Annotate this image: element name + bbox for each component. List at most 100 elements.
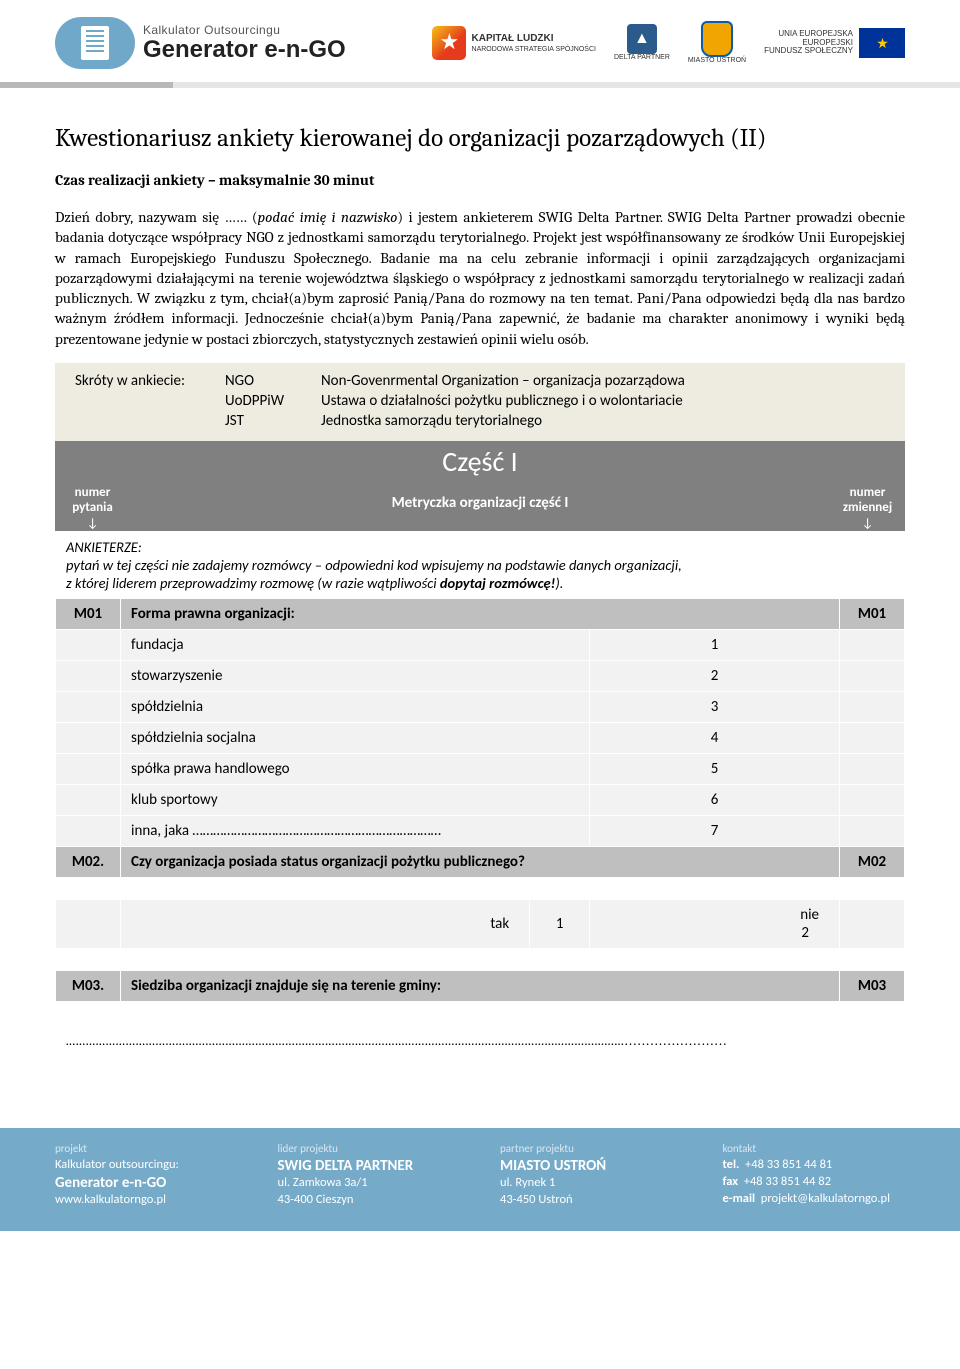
q1-opt4: spółka prawa handlowego bbox=[121, 753, 590, 784]
section-title: Metryczka organizacji część I bbox=[130, 490, 830, 516]
logo-subtitle: Kalkulator Outsourcingu bbox=[143, 24, 346, 37]
f2-l2: ul. Zamkowa 3a/1 bbox=[278, 1175, 461, 1192]
option-row: spółka prawa handlowego5 bbox=[56, 753, 905, 784]
abbrev-2-desc: Jednostka samorządu terytorialnego bbox=[321, 411, 685, 431]
q2-text: Czy organizacja posiada status organizac… bbox=[121, 846, 840, 877]
ustron-label: MIASTO USTROŃ bbox=[688, 57, 746, 65]
intro-paragraph: Dzień dobry, nazywam się …… (podać imię … bbox=[55, 207, 905, 349]
kl-sub: NARODOWA STRATEGIA SPÓJNOŚCI bbox=[472, 46, 596, 53]
abbreviations-box: Skróty w ankiecie: NGO Non-Govenrmental … bbox=[55, 363, 905, 441]
q1-opt5: klub sportowy bbox=[121, 784, 590, 815]
q3-id: M03. bbox=[56, 970, 121, 1001]
header-logo-bar: Kalkulator Outsourcingu Generator e-n-GO… bbox=[0, 0, 960, 76]
abbrev-1-abbr: UoDPPiW bbox=[225, 391, 321, 411]
option-row: klub sportowy6 bbox=[56, 784, 905, 815]
f4-label: kontakt bbox=[723, 1142, 906, 1155]
option-row: inna, jaka ………………………………………………………………7 bbox=[56, 815, 905, 846]
note-title: ANKIETERZE: bbox=[66, 538, 142, 556]
survey-table: ANKIETERZE: pytań w tej części nie zadaj… bbox=[55, 531, 905, 1082]
interviewer-note: ANKIETERZE: pytań w tej części nie zadaj… bbox=[56, 531, 905, 598]
partner-logos: ★ KAPITAŁ LUDZKI NARODOWA STRATEGIA SPÓJ… bbox=[432, 21, 905, 65]
note-end: ). bbox=[555, 574, 563, 592]
col-variable-number-label: numer zmiennej bbox=[830, 482, 905, 516]
option-row: spółdzielnia3 bbox=[56, 691, 905, 722]
q3-text: Siedziba organizacji znajduje się na ter… bbox=[121, 970, 840, 1001]
q1-opt6: inna, jaka ……………………………………………………………… bbox=[121, 815, 590, 846]
q1-var: M01 bbox=[840, 598, 905, 629]
eu-line3: FUNDUSZ SPOŁECZNY bbox=[764, 47, 853, 56]
q1-opt5-idx: 6 bbox=[590, 784, 840, 815]
col-question-number-label: numer pytania bbox=[55, 482, 130, 516]
question-row: M02. Czy organizacja posiada status orga… bbox=[56, 846, 905, 877]
cloud-document-icon bbox=[55, 17, 135, 69]
part-title: Część I bbox=[55, 441, 905, 482]
q2-yes: tak bbox=[121, 899, 530, 948]
arrow-row: ↓ ↓ bbox=[55, 516, 905, 531]
footer-col-project: projekt Kalkulator outsourcingu: Generat… bbox=[55, 1142, 238, 1209]
f3-l2: ul. Rynek 1 bbox=[500, 1175, 683, 1192]
q1-opt1: stowarzyszenie bbox=[121, 660, 590, 691]
f1-l3: www.kalkulatorngo.pl bbox=[55, 1192, 238, 1209]
q1-id: M01 bbox=[56, 598, 121, 629]
q2-yes-idx: 1 bbox=[530, 899, 590, 948]
f3-l3: 43-450 Ustroń bbox=[500, 1192, 683, 1209]
question-row: M03. Siedziba organizacji znajduje się n… bbox=[56, 970, 905, 1001]
footer-col-contact: kontakt tel. +48 33 851 44 81 fax +48 33… bbox=[723, 1142, 906, 1209]
q1-opt6-idx: 7 bbox=[590, 815, 840, 846]
abbrev-label: Skróty w ankiecie: bbox=[75, 371, 225, 391]
kl-title: KAPITAŁ LUDZKI bbox=[472, 33, 554, 44]
option-row: spółdzielnia socjalna4 bbox=[56, 722, 905, 753]
q1-opt0-idx: 1 bbox=[590, 629, 840, 660]
note-line2: z której liderem przeprowadzimy rozmowę … bbox=[66, 574, 440, 592]
q1-opt2: spółdzielnia bbox=[121, 691, 590, 722]
q2-var: M02 bbox=[840, 846, 905, 877]
logo-generator: Kalkulator Outsourcingu Generator e-n-GO bbox=[55, 17, 346, 69]
f2-l1: SWIG DELTA PARTNER bbox=[278, 1157, 461, 1175]
q1-opt1-idx: 2 bbox=[590, 660, 840, 691]
f1-l1: Kalkulator outsourcingu: bbox=[55, 1157, 238, 1174]
f2-label: lider projektu bbox=[278, 1142, 461, 1155]
footer: projekt Kalkulator outsourcingu: Generat… bbox=[0, 1128, 960, 1231]
eu-flag-icon: ★ bbox=[859, 28, 905, 58]
option-row: fundacja1 bbox=[56, 629, 905, 660]
time-note: Czas realizacji ankiety – maksymalnie 30… bbox=[55, 171, 905, 189]
f3-l1: MIASTO USTROŃ bbox=[500, 1157, 683, 1175]
arrow-down-icon: ↓ bbox=[55, 516, 130, 531]
note-line1: pytań w tej części nie zadajemy rozmówcy… bbox=[66, 556, 682, 574]
option-row: stowarzyszenie2 bbox=[56, 660, 905, 691]
logo-kapital-ludzki: ★ KAPITAŁ LUDZKI NARODOWA STRATEGIA SPÓJ… bbox=[432, 26, 596, 60]
abbrev-0-abbr: NGO bbox=[225, 371, 321, 391]
f1-label: projekt bbox=[55, 1142, 238, 1155]
f3-label: partner projektu bbox=[500, 1142, 683, 1155]
q1-opt3: spółdzielnia socjalna bbox=[121, 722, 590, 753]
q3-fill-line: …………………………………………………………………………………………………………… bbox=[56, 1001, 905, 1081]
yes-no-row: tak 1 nie 2 bbox=[56, 899, 905, 948]
q2-id: M02. bbox=[56, 846, 121, 877]
q3-var: M03 bbox=[840, 970, 905, 1001]
delta-icon: ▲ bbox=[627, 24, 657, 54]
abbrev-2-abbr: JST bbox=[225, 411, 321, 431]
question-row: M01 Forma prawna organizacji: M01 bbox=[56, 598, 905, 629]
f2-l3: 43-400 Cieszyn bbox=[278, 1192, 461, 1209]
header-divider bbox=[0, 82, 960, 88]
q1-opt3-idx: 4 bbox=[590, 722, 840, 753]
logo-delta: ▲ DELTA PARTNER bbox=[614, 24, 670, 62]
logo-ustron: MIASTO USTROŃ bbox=[688, 21, 746, 65]
delta-label: DELTA PARTNER bbox=[614, 54, 670, 62]
logo-title: Generator e-n-GO bbox=[143, 37, 346, 62]
shield-icon bbox=[701, 21, 733, 57]
star-icon: ★ bbox=[432, 26, 466, 60]
q2-no: nie bbox=[600, 906, 819, 924]
document-title: Kwestionariusz ankiety kierowanej do org… bbox=[55, 124, 905, 153]
arrow-down-icon: ↓ bbox=[830, 516, 905, 531]
abbrev-1-desc: Ustawa o działalności pożytku publiczneg… bbox=[321, 391, 685, 411]
abbrev-0-desc: Non-Govenrmental Organization – organiza… bbox=[321, 371, 685, 391]
q1-opt2-idx: 3 bbox=[590, 691, 840, 722]
note-bold: dopytaj rozmówcę! bbox=[440, 574, 555, 592]
q2-no-idx: 2 bbox=[801, 924, 819, 942]
q1-text: Forma prawna organizacji: bbox=[121, 598, 840, 629]
q1-opt0: fundacja bbox=[121, 629, 590, 660]
footer-col-partner: partner projektu MIASTO USTROŃ ul. Rynek… bbox=[500, 1142, 683, 1209]
footer-col-leader: lider projektu SWIG DELTA PARTNER ul. Za… bbox=[278, 1142, 461, 1209]
section-header-row: numer pytania Metryczka organizacji częś… bbox=[55, 482, 905, 516]
